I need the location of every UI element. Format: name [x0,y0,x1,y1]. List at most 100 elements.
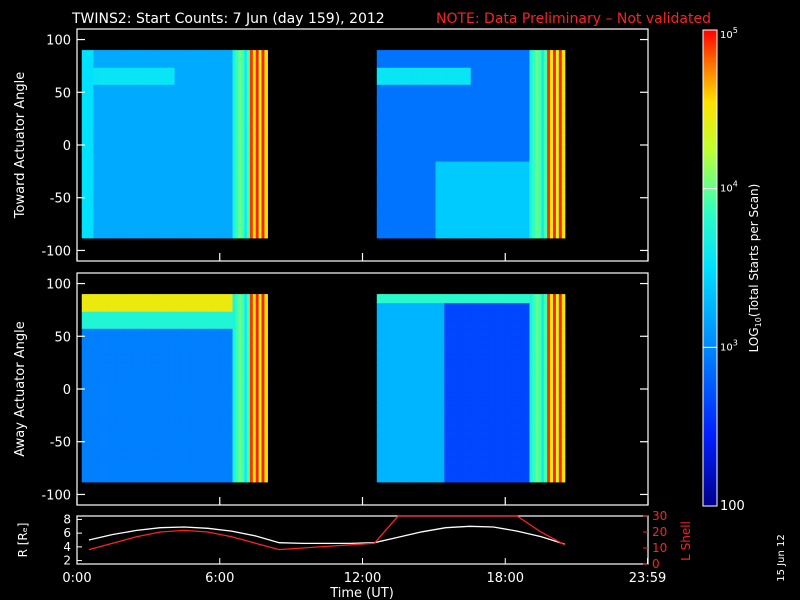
heatmap-cell [403,178,407,188]
heatmap-cell [139,50,144,60]
heatmap-cell [561,109,566,119]
heatmap-cell [206,396,210,406]
heatmap-cell [122,370,126,381]
heatmap-cell [110,84,115,94]
heatmap-cell [450,447,454,457]
heatmap-cell [447,135,451,145]
heatmap-cell [194,169,199,179]
heatmap-cell [87,422,92,432]
heatmap-cell [426,84,431,94]
heatmap-cell [226,126,231,137]
heatmap-cell [113,353,118,363]
heatmap-cell [555,109,560,119]
heatmap-cell [391,135,395,145]
heatmap-cell [154,118,158,128]
heatmap-cell [84,195,89,205]
heatmap-cell [191,109,196,119]
heatmap-cell [116,413,121,423]
heatmap-cell [194,118,199,128]
heatmap-cell [154,178,158,188]
heatmap-cell [394,143,398,154]
heatmap-cell [514,50,519,60]
heatmap-cell [238,353,242,363]
heatmap-cell [376,203,381,213]
heatmap-cell [552,143,557,154]
heatmap-cell [93,161,97,171]
heatmap-cell [491,169,495,179]
heatmap-cell [261,58,266,68]
heatmap-cell [194,161,199,171]
heatmap-cell [450,50,454,60]
heatmap-cell [555,220,560,230]
heatmap-cell [212,379,216,389]
heatmap-cell [99,319,103,329]
heatmap-cell [81,143,86,154]
heatmap-cell [435,353,440,363]
heatmap-cell [241,195,245,205]
heatmap-cell [122,379,126,389]
heatmap-cell [154,92,158,102]
heatmap-cell [500,118,504,128]
heatmap-cell [162,302,167,312]
heatmap-cell [414,311,419,321]
heatmap-cell [171,203,176,213]
heatmap-cell [235,109,239,119]
heatmap-cell [261,430,266,440]
heatmap-cell [226,178,231,188]
heatmap-cell [119,302,123,312]
heatmap-cell [456,345,460,355]
heatmap-cell [151,101,155,111]
heatmap-cell [532,135,536,145]
heatmap-cell [441,161,445,171]
heatmap-cell [473,447,478,457]
heatmap-cell [96,294,100,304]
heatmap-cell [139,109,144,119]
heatmap-cell [136,203,141,213]
heatmap-cell [532,109,536,119]
heatmap-cell [423,328,428,338]
heatmap-cell [535,135,539,145]
heatmap-cell [459,294,463,304]
heatmap-cell [241,302,245,312]
heatmap-cell [532,152,536,162]
heatmap-cell [526,92,531,102]
heatmap-cell [479,109,484,119]
heatmap-cell [388,336,393,346]
heatmap-cell [412,311,416,321]
heatmap-cell [414,447,419,457]
heatmap-cell [122,212,126,222]
heatmap-cell [249,118,254,128]
heatmap-cell [456,84,460,94]
heatmap-cell [131,430,135,440]
heatmap-cell [160,143,164,154]
heatmap-cell [191,302,196,312]
heatmap-cell [206,101,210,111]
heatmap-cell [244,178,248,188]
heatmap-cell [464,161,469,171]
heatmap-cell [459,379,463,389]
heatmap-cell [220,143,225,154]
heatmap-cell [258,430,263,440]
heatmap-cell [432,319,437,329]
heatmap-cell [467,84,472,94]
heatmap-cell [215,430,219,440]
heatmap-cell [212,229,216,239]
heatmap-cell [508,229,513,239]
heatmap-cell [252,84,257,94]
heatmap-cell [206,203,210,213]
heatmap-cell [447,152,451,162]
heatmap-cell [467,430,472,440]
heatmap-cell [160,302,164,312]
heatmap-cell [473,50,478,60]
heatmap-cell [385,109,390,119]
heatmap-cell [409,161,413,171]
heatmap-cell [220,161,225,171]
heatmap-cell [476,75,481,85]
heatmap-cell [215,212,219,222]
heatmap-cell [403,302,407,312]
heatmap-cell [464,439,469,449]
heatmap-cell [412,464,416,474]
heatmap-cell [107,92,112,102]
heatmap-cell [376,447,381,457]
heatmap-cell [467,212,472,222]
